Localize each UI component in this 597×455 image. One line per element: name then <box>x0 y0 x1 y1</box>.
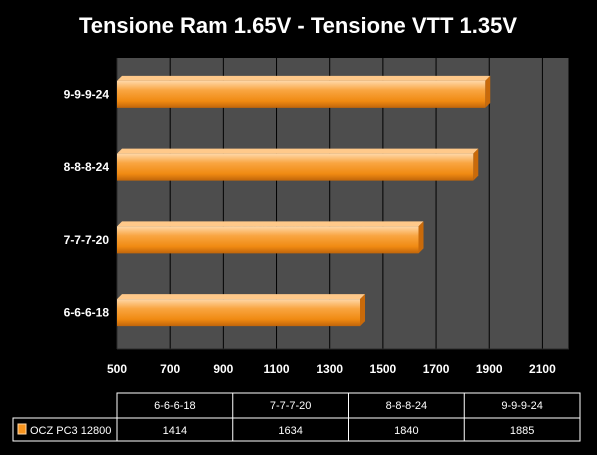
x-tick-label: 1100 <box>264 362 290 376</box>
bar-top-face <box>117 221 424 227</box>
legend-series-name: OCZ PC3 12800 <box>30 425 111 437</box>
bar-end-face <box>485 75 491 108</box>
data-table-value: 1840 <box>394 425 418 437</box>
bar <box>117 80 486 108</box>
data-table-value: 1885 <box>510 425 534 437</box>
x-tick-label: 700 <box>160 362 180 376</box>
chart-title: Tensione Ram 1.65V - Tensione VTT 1.35V <box>79 13 517 38</box>
x-tick-label: 1900 <box>476 362 503 376</box>
x-tick-label: 1500 <box>370 362 397 376</box>
data-table-value: 1634 <box>278 425 302 437</box>
bar <box>117 226 419 254</box>
data-table-series-cell <box>12 417 118 442</box>
bar <box>117 153 474 181</box>
data-table-header: 9-9-9-24 <box>501 400 543 412</box>
x-tick-label: 1300 <box>316 362 343 376</box>
bar-end-face <box>418 221 424 254</box>
bar <box>117 299 361 327</box>
category-label: 9-9-9-24 <box>64 87 110 101</box>
bar-end-face <box>360 294 366 327</box>
data-table-header: 8-8-8-24 <box>386 400 428 412</box>
data-table-value: 1414 <box>163 425 187 437</box>
bar-top-face <box>117 294 366 300</box>
legend-key <box>17 423 27 435</box>
x-tick-label: 900 <box>213 362 233 376</box>
x-tick-label: 1700 <box>423 362 450 376</box>
bar-top-face <box>117 75 491 81</box>
x-tick-label: 500 <box>107 362 127 376</box>
category-label: 8-8-8-24 <box>64 160 110 174</box>
category-label: 7-7-7-20 <box>64 233 110 247</box>
data-table-header: 6-6-6-18 <box>154 400 196 412</box>
category-label: 6-6-6-18 <box>64 306 110 320</box>
x-tick-label: 2100 <box>529 362 556 376</box>
data-table-header: 7-7-7-20 <box>270 400 312 412</box>
bar-top-face <box>117 148 479 154</box>
bar-end-face <box>473 148 479 181</box>
